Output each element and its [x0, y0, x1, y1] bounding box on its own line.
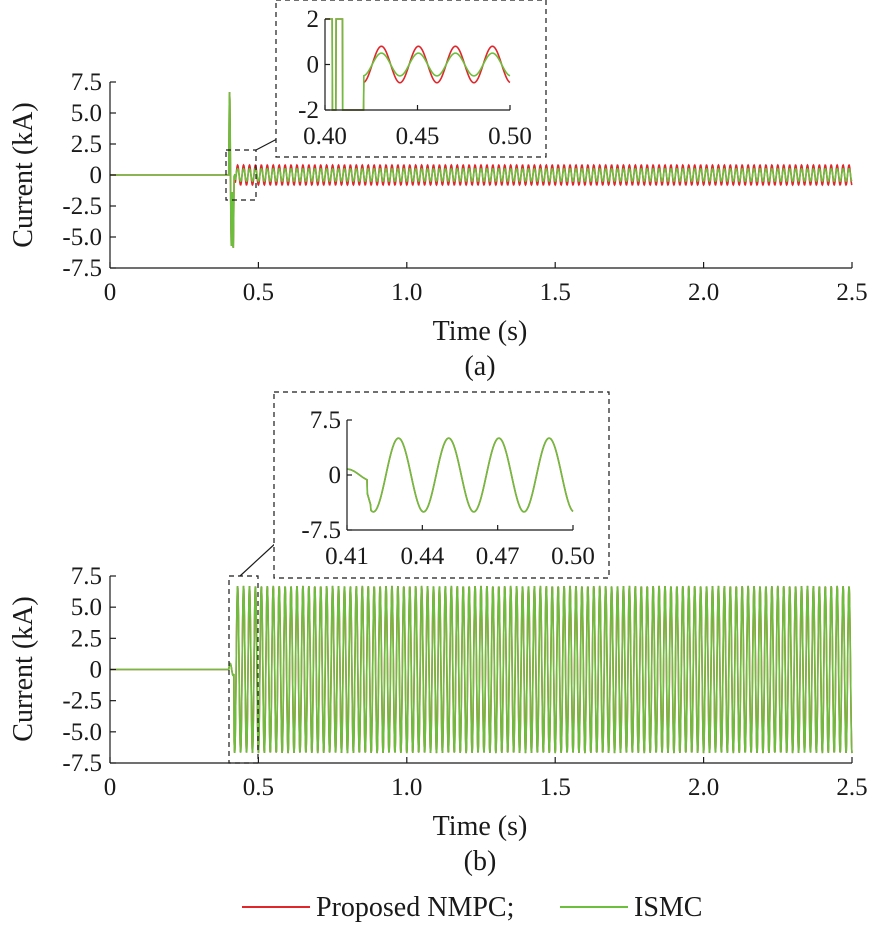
panel-a-ytick-label: -7.5: [62, 255, 102, 282]
panel-a-inset-ytick-label: 0: [307, 52, 320, 79]
panel-a-xtick-label: 2.5: [836, 279, 867, 306]
panel-b-xtick-label: 2.0: [688, 774, 719, 801]
panel-b-axes: 7.55.02.50-2.5-5.0-7.50 0.5 1.0 1.5 2.0 2.5: [62, 529, 868, 801]
panel-b-xtick-label: 0: [104, 774, 117, 801]
panel-a-series: [110, 92, 853, 249]
panel-b-inset-ismc-line: [346, 437, 574, 513]
panel-a-xtick-label: 1.0: [391, 279, 422, 306]
panel-b-ytick-label: 7.5: [71, 563, 102, 590]
panel-b-ytick-label: 5.0: [71, 594, 102, 621]
panel-a-caption: (a): [464, 351, 495, 382]
panel-a-inset-ytick-label: 2: [307, 6, 320, 33]
panel-b-inset-xtick-label: 0.47: [476, 543, 520, 570]
panel-b-ylabel: Current (kA): [8, 596, 39, 741]
legend: Proposed NMPC; ISMC: [242, 892, 702, 923]
panel-a: 7.55.02.50-2.5-5.0-7.50 0.5 1.0 1.5 2.0 2.5 C…: [8, 0, 868, 382]
panel-b-ytick-label: -7.5: [62, 750, 102, 777]
panel-a-axes: 7.55.02.50-2.5-5.0-7.50 0.5 1.0 1.5 2.0 2.5: [62, 69, 867, 306]
panel-a-zoom-region: [225, 149, 257, 201]
panel-b-caption: (b): [464, 846, 497, 877]
panel-b-ytick-label: -2.5: [62, 688, 102, 715]
panel-b-inset-ytick-label: 0: [329, 462, 342, 489]
panel-a-xtick-label: 0.5: [243, 279, 274, 306]
panel-a-ytick-label: 2.5: [71, 131, 102, 158]
legend-ismc-label: ISMC: [634, 892, 702, 923]
panel-b-inset-ytick-label: 7.5: [310, 407, 341, 434]
panel-b-inset: 7.5 0 -7.50.41 0.44 0.47 0.50: [273, 391, 610, 579]
panel-a-inset-xtick-label: 0.50: [488, 123, 532, 150]
panel-a-xlabel: Time (s): [433, 316, 528, 347]
panel-b-xtick-label: 2.5: [836, 774, 867, 801]
panel-b-xtick-label: 1.0: [391, 774, 422, 801]
panel-a-xtick-label: 0: [104, 279, 117, 306]
panel-a-series-ismc-line: [110, 92, 853, 249]
panel-a-ytick-label: -5.0: [62, 224, 102, 251]
legend-nmpc-label: Proposed NMPC;: [316, 892, 514, 923]
panel-b-xtick-label: 0.5: [243, 774, 274, 801]
panel-b-inset-xtick-label: 0.44: [400, 543, 444, 570]
panel-a-inset-ytick-label: -2: [298, 97, 319, 124]
panel-b-inset-frame: [273, 391, 610, 579]
panel-a-xtick-label: 2.0: [688, 279, 719, 306]
panel-b: 7.55.02.50-2.5-5.0-7.50 0.5 1.0 1.5 2.0 2.5 C…: [8, 391, 868, 877]
panel-a-inset-frame: [275, 0, 547, 158]
panel-b-ytick-label: -5.0: [62, 719, 102, 746]
panel-b-ytick-label: 2.5: [71, 625, 102, 652]
panel-a-inset-xtick-label: 0.40: [303, 123, 347, 150]
panel-a-ytick-label: 0: [90, 162, 103, 189]
panel-b-xtick-label: 1.5: [540, 774, 571, 801]
panel-b-inset-ytick-label: -7.5: [301, 517, 341, 544]
panel-b-inset-xtick-label: 0.50: [551, 543, 595, 570]
panel-b-series-ismc-line: [110, 585, 853, 754]
panel-a-ylabel: Current (kA): [8, 102, 39, 247]
panel-a-ytick-label: -2.5: [62, 193, 102, 220]
panel-a-inset: 2 0 -20.40 0.45 0.50: [275, 0, 547, 158]
panel-a-xtick-label: 1.5: [540, 279, 571, 306]
panel-b-inset-xtick-label: 0.41: [325, 543, 369, 570]
panel-a-ytick-label: 5.0: [71, 100, 102, 127]
panel-b-ytick-label: 0: [90, 657, 103, 684]
panel-a-inset-xtick-label: 0.45: [396, 123, 440, 150]
panel-a-ytick-label: 7.5: [71, 69, 102, 96]
panel-b-xlabel: Time (s): [433, 811, 528, 842]
panel-b-series: [110, 585, 853, 754]
